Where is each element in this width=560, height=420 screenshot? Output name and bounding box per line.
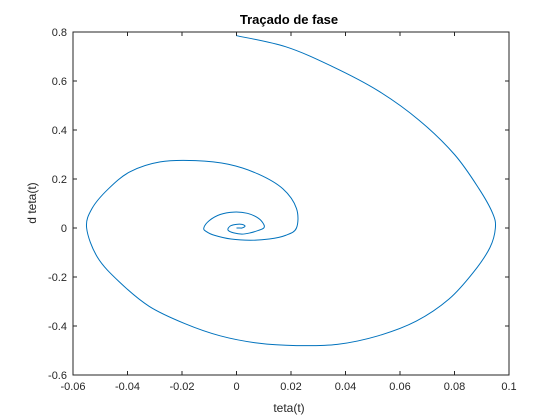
data-series — [85, 35, 497, 347]
y-tick-label: -0.4 — [48, 321, 67, 333]
phase-trajectory-line — [85, 35, 497, 347]
x-tick-label: -0.06 — [60, 381, 85, 393]
y-tick-label: 0.8 — [52, 27, 67, 39]
x-tick-label: 0.06 — [389, 381, 410, 393]
x-tick-label: 0.1 — [501, 381, 516, 393]
x-tick-label: -0.02 — [169, 381, 194, 393]
x-tick-label: 0.08 — [444, 381, 465, 393]
y-tick-label: -0.6 — [48, 370, 67, 382]
x-axis-label: teta(t) — [273, 401, 304, 415]
y-tick-label: 0.2 — [52, 174, 67, 186]
y-tick-label: 0 — [61, 223, 67, 235]
x-tick-label: 0 — [233, 381, 239, 393]
chart-title: Traçado de fase — [240, 12, 338, 27]
y-tick-label: -0.2 — [48, 272, 67, 284]
axis-ticks: -0.06 -0.04 -0.02 0 0.02 0.04 0.06 0.08 0.1 -0.6 -… — [48, 27, 517, 393]
plot-area — [72, 31, 510, 376]
x-tick-label: -0.04 — [115, 381, 140, 393]
y-tick-label: 0.6 — [52, 76, 67, 88]
y-axis-label: d teta(t) — [25, 182, 39, 223]
x-tick-label: 0.04 — [335, 381, 356, 393]
y-tick-label: 0.4 — [52, 125, 67, 137]
x-tick-label: 0.02 — [280, 381, 301, 393]
